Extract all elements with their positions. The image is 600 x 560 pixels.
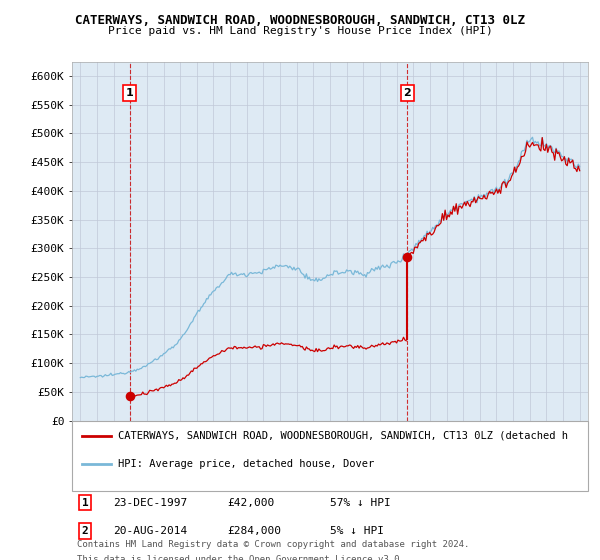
Point (125, 392, 134, 401)
FancyBboxPatch shape (72, 421, 588, 491)
Text: £284,000: £284,000 (227, 526, 281, 536)
Point (403, 253, 412, 262)
Text: CATERWAYS, SANDWICH ROAD, WOODNESBOROUGH, SANDWICH, CT13 0LZ: CATERWAYS, SANDWICH ROAD, WOODNESBOROUGH… (75, 14, 525, 27)
Text: 20-AUG-2014: 20-AUG-2014 (113, 526, 188, 536)
Text: 23-DEC-1997: 23-DEC-1997 (113, 498, 188, 508)
Text: 1: 1 (82, 498, 88, 508)
Text: Price paid vs. HM Land Registry's House Price Index (HPI): Price paid vs. HM Land Registry's House … (107, 26, 493, 36)
Text: This data is licensed under the Open Government Licence v3.0.: This data is licensed under the Open Gov… (77, 555, 405, 560)
Text: £42,000: £42,000 (227, 498, 274, 508)
Text: 2: 2 (403, 88, 411, 98)
Text: 57% ↓ HPI: 57% ↓ HPI (330, 498, 391, 508)
Text: HPI: Average price, detached house, Dover: HPI: Average price, detached house, Dove… (118, 459, 374, 469)
Text: Contains HM Land Registry data © Crown copyright and database right 2024.: Contains HM Land Registry data © Crown c… (77, 540, 470, 549)
Text: 2: 2 (82, 526, 88, 536)
Text: CATERWAYS, SANDWICH ROAD, WOODNESBOROUGH, SANDWICH, CT13 0LZ (detached h: CATERWAYS, SANDWICH ROAD, WOODNESBOROUGH… (118, 431, 568, 441)
Text: 5% ↓ HPI: 5% ↓ HPI (330, 526, 384, 536)
Text: 1: 1 (126, 88, 134, 98)
